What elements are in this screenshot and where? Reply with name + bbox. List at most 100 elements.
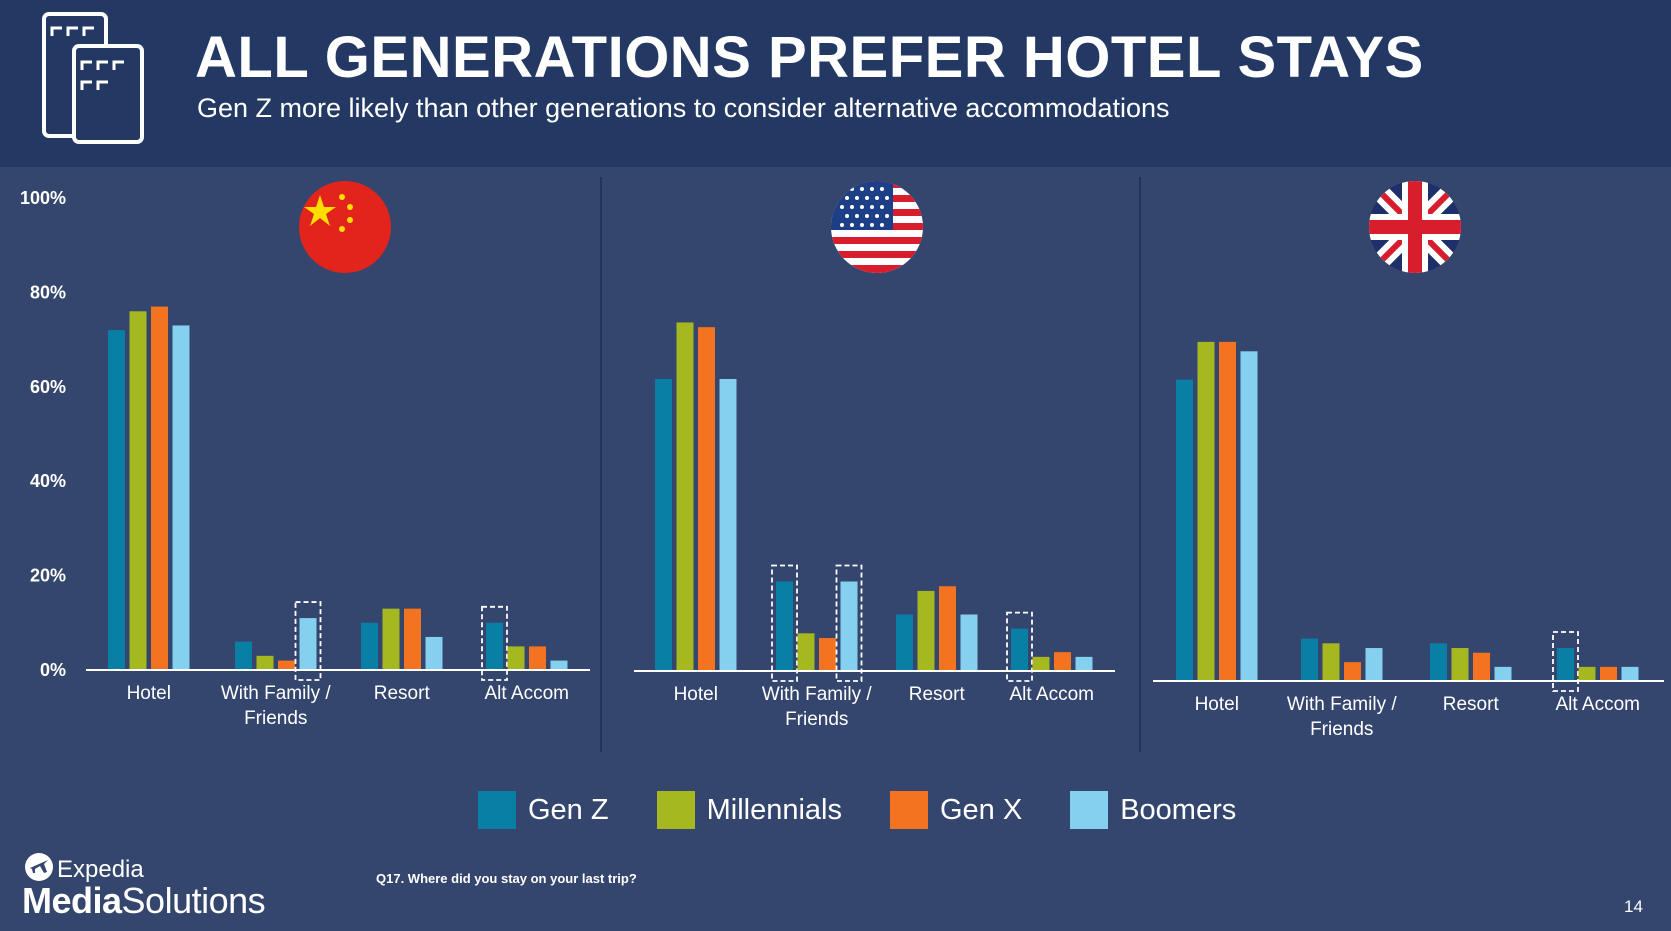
x-tick-label: With Family / [1287,694,1398,715]
expedia-plane-icon [25,853,53,881]
highlight-box [771,564,798,682]
x-tick-label: With Family / [762,684,873,705]
y-tick-label: 40% [30,471,66,491]
bar-china-alt-accom-gen-z [486,622,503,670]
x-tick-label: Alt Accom [1556,694,1640,715]
highlight-box [1006,611,1033,682]
x-tick-label: Hotel [127,683,171,704]
y-tick-label: 20% [30,566,66,586]
bar-united-kingdom-alt-accom-gen-z [1557,648,1574,681]
bar-china-with-family-friends-gen-x [278,660,295,670]
y-tick-label: 60% [30,377,66,397]
highlight-box [294,601,322,681]
logo-product-bold: Media [22,880,122,921]
footnote: Q17. Where did you stay on your last tri… [376,871,637,886]
legend-swatch [656,791,695,829]
china-flag-icon [299,181,391,273]
bar-united-kingdom-alt-accom-boomers [1621,666,1639,681]
bar-united-states-alt-accom-gen-z [1011,628,1028,671]
bar-united-kingdom-with-family-friends-gen-x [1344,662,1361,681]
x-tick-label: Alt Accom [1010,684,1094,705]
bar-china-alt-accom-gen-x [529,646,546,670]
x-tick-label: Resort [1443,694,1500,715]
highlight-box [835,564,863,682]
highlight-box [1552,631,1579,692]
bar-united-states-alt-accom-gen-x [1054,652,1071,671]
y-tick-label: 80% [30,282,66,302]
bar-united-kingdom-alt-accom-millennials [1578,666,1596,681]
hotel-buildings-icon [42,12,144,144]
page-title: ALL GENERATIONS PREFER HOTEL STAYS [195,25,1424,90]
page-number: 14 [1624,897,1643,916]
bar-united-kingdom-with-family-friends-boomers [1365,648,1383,681]
y-tick-label: 100% [20,188,66,208]
bar-china-with-family-friends-gen-z [235,641,252,670]
bar-china-alt-accom-millennials [507,646,525,670]
bar-united-kingdom-resort-gen-x [1473,652,1490,681]
legend-item-gen-x: Gen X [889,791,1023,829]
legend-swatch [478,791,516,829]
highlight-box [481,605,508,681]
bar-united-kingdom-resort-millennials [1451,648,1469,681]
legend-item-gen-z: Gen Z [478,791,609,829]
bar-united-kingdom-hotel-gen-z [1176,379,1193,681]
legend-swatch [1070,791,1109,829]
bar-united-states-with-family-friends-millennials [797,633,815,671]
x-tick-label: Friends [785,709,848,730]
page-subtitle: Gen Z more likely than other generations… [197,93,1170,123]
chart-legend: Gen Z Millennials Gen X Boomers [478,790,1284,830]
bar-charts-area: 0% 20% 40% 60% 80% 100% Hotel With Family / Frie… [20,177,1664,752]
logo-product: MediaSolutions [22,880,266,922]
bar-china-hotel-gen-z [108,330,125,670]
bar-china-resort-boomers [425,636,443,670]
bar-china-alt-accom-boomers [550,660,568,670]
bar-united-states-hotel-gen-x [698,327,715,671]
bar-united-states-with-family-friends-gen-x [819,638,836,671]
x-tick-label: Resort [374,683,431,704]
usa-flag-icon [831,181,923,273]
legend-label: Gen Z [528,793,609,826]
expedia-media-solutions-logo: Expedia MediaSolutions [22,850,282,922]
legend-label: Gen X [939,793,1023,826]
bar-china-hotel-millennials [129,311,147,670]
legend-label: Millennials [706,793,842,826]
bar-united-kingdom-resort-boomers [1494,666,1512,681]
uk-flag-icon [1369,181,1461,273]
bar-united-states-alt-accom-boomers [1075,656,1093,671]
bar-united-kingdom-hotel-gen-x [1219,341,1236,681]
x-tick-label: Resort [909,684,966,705]
bar-united-states-with-family-friends-boomers [840,581,858,671]
bar-china-with-family-friends-millennials [256,655,274,670]
bar-united-states-resort-boomers [960,614,978,671]
legend-item-millennials: Millennials [656,791,842,829]
logo-brand: Expedia [57,856,144,883]
legend-item-boomers: Boomers [1070,791,1236,829]
legend-swatch [889,791,928,829]
bar-united-kingdom-hotel-boomers [1240,351,1258,681]
bar-united-states-alt-accom-millennials [1032,656,1050,671]
bar-united-kingdom-hotel-millennials [1197,341,1215,681]
bar-china-hotel-gen-x [151,306,168,670]
bar-united-kingdom-alt-accom-gen-x [1600,666,1617,681]
x-tick-label: Friends [244,708,307,729]
bar-china-hotel-boomers [172,325,190,670]
bar-united-kingdom-with-family-friends-millennials [1322,643,1340,681]
x-tick-label: Hotel [1195,694,1239,715]
legend-label: Boomers [1120,793,1237,826]
header-band: ALL GENERATIONS PREFER HOTEL STAYS Gen Z… [0,0,1671,167]
bar-united-states-hotel-boomers [719,378,737,671]
x-tick-label: With Family / [221,683,332,704]
logo-product-regular: Solutions [121,880,266,921]
y-tick-label: 0% [40,660,66,680]
bar-united-states-hotel-gen-z [655,378,672,671]
bar-united-states-resort-gen-x [939,586,956,671]
bar-china-with-family-friends-boomers [299,618,317,670]
x-tick-label: Hotel [674,684,718,705]
x-tick-label: Friends [1310,719,1373,740]
x-tick-label: Alt Accom [485,683,569,704]
bar-china-resort-millennials [382,608,400,670]
bar-united-states-resort-gen-z [896,614,913,671]
bar-united-kingdom-with-family-friends-gen-z [1301,638,1318,681]
bar-united-states-hotel-millennials [676,322,694,671]
bar-united-kingdom-resort-gen-z [1430,643,1447,681]
